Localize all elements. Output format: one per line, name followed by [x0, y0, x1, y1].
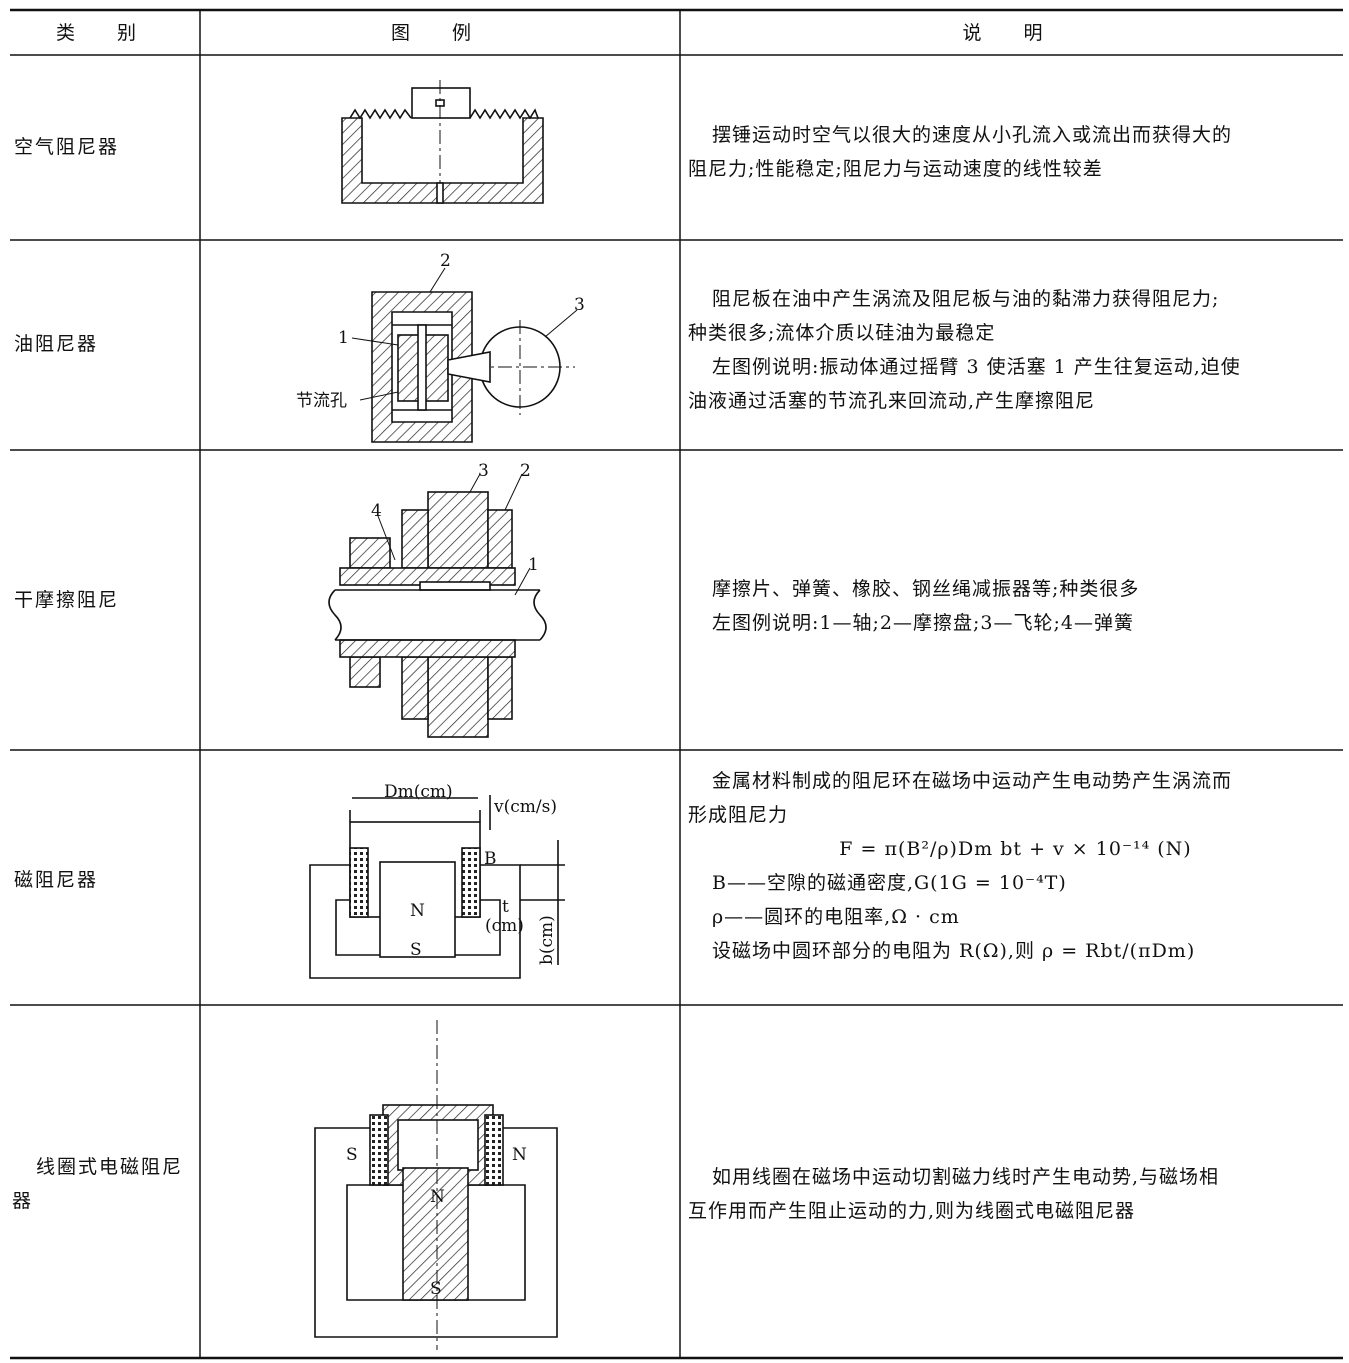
- figure-label: S: [346, 1145, 358, 1165]
- figure-label: 节流孔: [296, 391, 347, 411]
- figure-label: S: [430, 1279, 442, 1299]
- description-line: B——空隙的磁通密度,G(1G = 10⁻⁴T): [712, 872, 1067, 894]
- category: 线圈式电磁阻尼器: [12, 1156, 184, 1212]
- description-line: 左图例说明:1—轴;2—摩擦盘;3—飞轮;4—弹簧: [712, 612, 1134, 634]
- figure-label: N: [410, 901, 425, 921]
- air-damper-figure: [341, 80, 544, 205]
- figure-label: 2: [440, 251, 451, 271]
- description-line: 设磁场中圆环部分的电阻为 R(Ω),则 ρ = Rbt/(πDm): [712, 940, 1196, 962]
- figure-label: 3: [574, 295, 585, 315]
- figure-label: (cm): [485, 916, 524, 936]
- figure-label: v(cm/s): [493, 797, 557, 817]
- description: 摆锤运动时空气以很大的速度从小孔流入或流出而获得大的阻尼力;性能稳定;阻尼力与运…: [688, 118, 1343, 186]
- description-line: 形成阻尼力: [688, 804, 789, 826]
- figure-label: 2: [520, 461, 531, 481]
- description: 金属材料制成的阻尼环在磁场中运动产生电动势产生涡流而形成阻尼力 F = π(B²/…: [688, 764, 1343, 968]
- figure-label: S: [410, 940, 422, 960]
- figure-label: 1: [338, 328, 349, 348]
- header-cell: 说 明: [962, 22, 1061, 44]
- category: 干摩擦阻尼: [14, 589, 120, 611]
- category: 油阻尼器: [14, 333, 99, 355]
- description-line: 阻尼板在油中产生涡流及阻尼板与油的黏滞力获得阻尼力;: [712, 288, 1220, 310]
- header-cell: 图 例: [390, 22, 490, 44]
- friction-damper-figure: [328, 473, 547, 738]
- description-line: 金属材料制成的阻尼环在磁场中运动产生电动势产生涡流而: [712, 770, 1233, 792]
- description-line: 左图例说明:振动体通过摇臂 3 使活塞 1 产生往复运动,迫使: [712, 356, 1241, 378]
- figure-label: 4: [371, 501, 382, 521]
- description: 摩擦片、弹簧、橡胶、钢丝绳减振器等;种类很多 左图例说明:1—轴;2—摩擦盘;3—…: [688, 572, 1343, 640]
- description-line: 种类很多;流体介质以硅油为最稳定: [688, 322, 996, 344]
- figure-label: N: [512, 1145, 527, 1165]
- description-line: 摩擦片、弹簧、橡胶、钢丝绳减振器等;种类很多: [712, 578, 1140, 600]
- description-line: 阻尼力;性能稳定;阻尼力与运动速度的线性较差: [688, 158, 1103, 180]
- description-line: 摆锤运动时空气以很大的速度从小孔流入或流出而获得大的: [712, 124, 1233, 146]
- figure-label: B: [484, 849, 497, 869]
- description-line: 互作用而产生阻止运动的力,则为线圈式电磁阻尼器: [688, 1200, 1136, 1222]
- category: 空气阻尼器: [14, 136, 120, 158]
- figure-label: t: [502, 897, 509, 917]
- figure-label: 1: [528, 555, 539, 575]
- description-line: 油液通过活塞的节流孔来回流动,产生摩擦阻尼: [688, 390, 1096, 412]
- description-line: 如用线圈在磁场中运动切割磁力线时产生电动势,与磁场相: [712, 1166, 1220, 1188]
- figure-label: 3: [478, 461, 489, 481]
- header-cell: 类 别: [55, 22, 155, 44]
- coil-damper-figure: [314, 1020, 558, 1350]
- oil-damper-figure: [351, 267, 578, 443]
- description: 如用线圈在磁场中运动切割磁力线时产生电动势,与磁场相互作用而产生阻止运动的力,则…: [688, 1160, 1343, 1228]
- magnetic-damper-figure: [309, 795, 565, 979]
- category: 磁阻尼器: [14, 869, 99, 891]
- figure-label: N: [430, 1187, 445, 1207]
- description-line: F = π(B²/ρ)Dm bt + v × 10⁻¹⁴ (N): [839, 838, 1192, 860]
- figure-label: b(cm): [537, 915, 557, 965]
- description-line: ρ——圆环的电阻率,Ω · cm: [712, 906, 960, 928]
- description: 阻尼板在油中产生涡流及阻尼板与油的黏滞力获得阻尼力; 种类很多;流体介质以硅油为最…: [688, 282, 1343, 418]
- figure-label: Dm(cm): [384, 782, 453, 802]
